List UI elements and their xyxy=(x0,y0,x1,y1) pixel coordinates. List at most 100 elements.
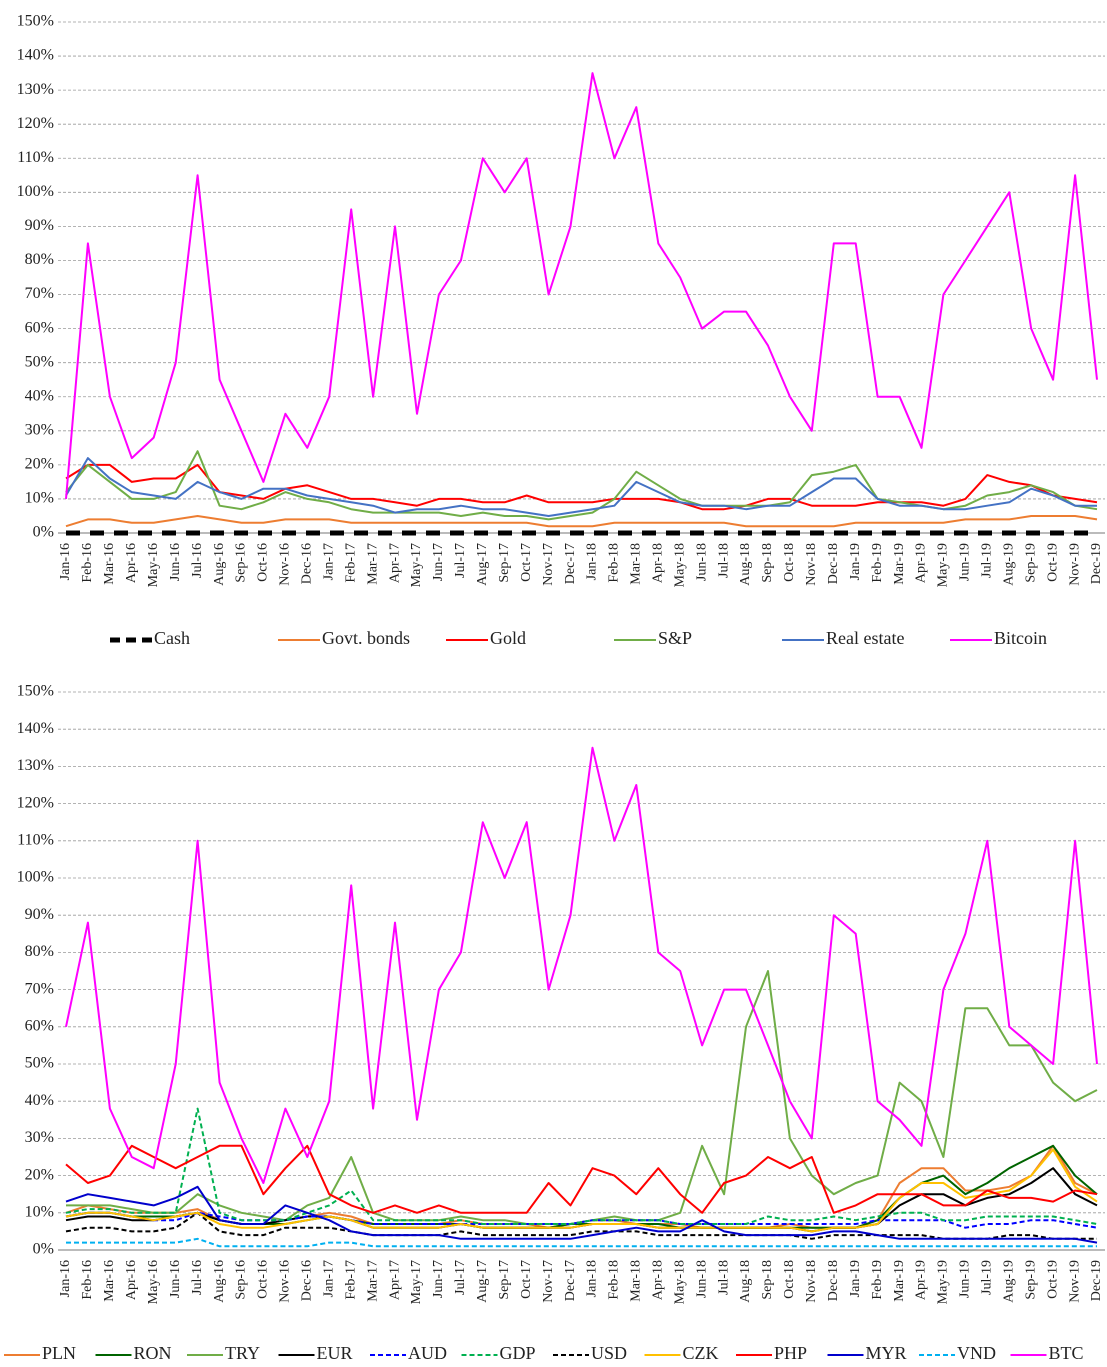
legend-label: BTC xyxy=(1049,1343,1084,1363)
x-tick-label: Jun-18 xyxy=(694,543,709,581)
x-tick-label: Apr-16 xyxy=(124,1260,139,1300)
y-tick-label: 80% xyxy=(25,943,54,960)
y-tick-label: 20% xyxy=(25,1166,54,1183)
x-tick-label: Jul-19 xyxy=(980,1260,995,1295)
x-tick-label: Apr-18 xyxy=(650,1260,665,1300)
x-tick-label: Aug-17 xyxy=(475,543,490,586)
y-tick-label: 30% xyxy=(25,1129,54,1146)
x-tick-label: Apr-16 xyxy=(124,543,139,583)
y-tick-label: 90% xyxy=(25,217,54,234)
x-tick-label: May-16 xyxy=(146,543,161,587)
x-tick-label: Sep-16 xyxy=(234,543,249,583)
x-tick-label: Jun-16 xyxy=(168,543,183,581)
x-tick-label: Jun-17 xyxy=(431,543,446,581)
x-tick-label: Jun-16 xyxy=(168,1260,183,1298)
x-tick-label: Aug-19 xyxy=(1001,543,1016,586)
legend-label: TRY xyxy=(225,1343,260,1363)
series-line xyxy=(65,515,1098,528)
series-line xyxy=(66,1237,1097,1248)
series-line xyxy=(65,457,1097,517)
x-tick-label: Feb-19 xyxy=(870,543,885,583)
x-tick-label: Oct-18 xyxy=(782,1260,797,1299)
y-tick-label: 140% xyxy=(17,720,54,737)
x-tick-label: Nov-16 xyxy=(278,543,293,586)
y-tick-label: 130% xyxy=(17,757,54,774)
legend-label: AUD xyxy=(408,1343,447,1363)
x-tick-label: Jun-19 xyxy=(958,543,973,581)
x-tick-label: Nov-19 xyxy=(1067,543,1082,586)
x-tick-label: Aug-17 xyxy=(475,1260,490,1303)
x-tick-label: Feb-19 xyxy=(870,1260,885,1300)
x-tick-label: Mar-17 xyxy=(365,543,380,585)
x-tick-label: Nov-18 xyxy=(804,543,819,586)
x-tick-label: Aug-18 xyxy=(738,543,753,586)
x-tick-label: Nov-16 xyxy=(278,1260,293,1303)
x-tick-label: Oct-17 xyxy=(519,543,534,582)
legend-label: CZK xyxy=(683,1343,719,1363)
y-tick-label: 0% xyxy=(33,1241,54,1258)
x-tick-label: Sep-17 xyxy=(497,543,512,583)
y-tick-label: 20% xyxy=(25,456,54,473)
y-tick-label: 130% xyxy=(17,81,54,98)
y-tick-label: 50% xyxy=(25,1055,54,1072)
series-line xyxy=(65,1144,1098,1214)
x-tick-label: Jul-18 xyxy=(716,543,731,578)
y-tick-label: 10% xyxy=(25,1203,54,1220)
y-tick-label: 0% xyxy=(33,524,54,541)
legend-label: Cash xyxy=(154,628,190,648)
x-tick-label: Jul-17 xyxy=(453,543,468,578)
legend-label: Real estate xyxy=(826,628,904,648)
x-tick-label: Mar-18 xyxy=(629,543,644,585)
x-tick-label: Feb-16 xyxy=(80,543,95,583)
y-tick-label: 40% xyxy=(25,1092,54,1109)
x-tick-label: Jan-18 xyxy=(585,1260,600,1297)
legend-label: PLN xyxy=(42,1343,76,1363)
x-tick-label: Sep-19 xyxy=(1023,543,1038,583)
x-tick-label: May-18 xyxy=(672,543,687,587)
x-tick-label: Dec-18 xyxy=(826,543,841,584)
y-tick-label: 70% xyxy=(25,980,54,997)
x-tick-label: Nov-17 xyxy=(541,1260,556,1303)
x-tick-label: Jul-19 xyxy=(980,543,995,578)
series-line xyxy=(65,1148,1098,1233)
legend-label: VND xyxy=(957,1343,996,1363)
y-tick-label: 100% xyxy=(17,183,54,200)
x-tick-label: Jun-17 xyxy=(431,1260,446,1298)
y-tick-label: 80% xyxy=(25,251,54,268)
y-tick-label: 150% xyxy=(17,683,54,700)
x-tick-label: Jul-18 xyxy=(716,1260,731,1295)
series-line xyxy=(65,1107,1098,1225)
x-tick-label: Nov-18 xyxy=(804,1260,819,1303)
y-tick-label: 40% xyxy=(25,387,54,404)
x-tick-label: Mar-16 xyxy=(102,543,117,585)
x-tick-label: Aug-19 xyxy=(1001,1260,1016,1303)
x-tick-label: Aug-18 xyxy=(738,1260,753,1303)
legend-label: RON xyxy=(134,1343,172,1363)
legend-label: S&P xyxy=(658,628,692,648)
x-tick-label: May-17 xyxy=(409,543,424,587)
x-tick-label: Dec-16 xyxy=(300,543,315,584)
legend-label: USD xyxy=(591,1343,627,1363)
x-tick-label: Oct-16 xyxy=(256,543,271,582)
y-tick-label: 100% xyxy=(17,869,54,886)
x-tick-label: Dec-19 xyxy=(1089,543,1104,584)
x-tick-label: Apr-19 xyxy=(914,1260,929,1300)
x-tick-label: Jul-16 xyxy=(190,1260,205,1295)
x-tick-label: Oct-19 xyxy=(1045,1260,1060,1299)
x-tick-label: Jan-17 xyxy=(321,1260,336,1297)
x-tick-label: Feb-17 xyxy=(343,543,358,583)
y-tick-label: 60% xyxy=(25,319,54,336)
x-tick-label: May-19 xyxy=(936,1260,951,1304)
x-tick-label: Dec-19 xyxy=(1089,1260,1104,1301)
x-tick-label: May-18 xyxy=(672,1260,687,1304)
x-tick-label: Feb-16 xyxy=(80,1260,95,1300)
legend-label: PHP xyxy=(774,1343,807,1363)
x-tick-label: Jun-18 xyxy=(694,1260,709,1298)
x-tick-label: Aug-16 xyxy=(212,543,227,586)
x-tick-label: May-19 xyxy=(936,543,951,587)
x-tick-label: Sep-18 xyxy=(760,1260,775,1300)
x-tick-label: Feb-18 xyxy=(607,543,622,583)
y-tick-label: 70% xyxy=(25,285,54,302)
x-tick-label: Sep-19 xyxy=(1023,1260,1038,1300)
